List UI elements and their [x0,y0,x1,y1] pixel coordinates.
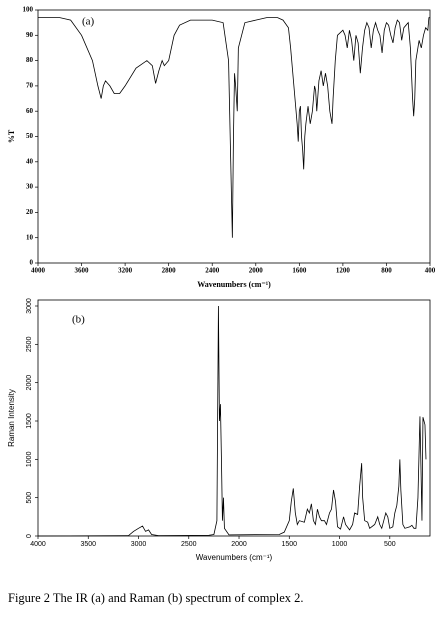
panel-label: (b) [72,314,85,326]
x-tick-label: 2400 [205,267,220,275]
y-tick-label: 80 [26,56,34,64]
x-axis-label: Wavenumbers (cm⁻¹) [196,553,273,562]
x-axis-label: Wavenumbers (cm⁻¹) [197,280,271,289]
x-tick-label: 1000 [332,541,348,548]
y-tick-label: 1500 [26,413,33,429]
y-tick-label: 60 [26,107,34,115]
y-tick-label: 70 [26,82,34,90]
y-tick-label: 3000 [26,298,33,314]
x-tick-label: 3500 [80,541,96,548]
y-tick-label: 90 [26,31,34,39]
x-tick-label: 2000 [249,267,264,275]
y-axis-label: %T [7,129,16,143]
y-tick-label: 20 [26,208,34,216]
x-tick-label: 500 [384,541,396,548]
y-tick-label: 1000 [26,451,33,467]
x-tick-label: 4000 [30,541,46,548]
x-tick-label: 1600 [292,267,307,275]
x-tick-label: 2800 [162,267,177,275]
caption: Figure 2 The IR (a) and Raman (b) spectr… [8,591,304,605]
y-tick-label: 2000 [26,375,33,391]
plot-frame [37,299,431,537]
spectrum-line [37,305,427,537]
x-tick-label: 1200 [336,267,351,275]
y-tick-label: 50 [26,132,34,140]
y-tick-label: 2500 [26,336,33,352]
x-tick-label: 1500 [281,541,297,548]
y-tick-label: 0 [26,534,33,538]
y-axis-label: Raman Intensity [7,389,16,447]
x-tick-label: 400 [425,267,435,275]
y-tick-label: 30 [26,183,34,191]
x-tick-label: 800 [381,267,392,275]
spectrum-line [38,17,430,238]
y-tick-label: 10 [26,233,34,241]
x-tick-label: 4000 [31,267,46,275]
y-tick-label: 100 [23,6,34,14]
x-tick-label: 2500 [181,541,197,548]
x-tick-label: 3600 [75,267,90,275]
x-tick-label: 2000 [231,541,247,548]
x-tick-label: 3200 [118,267,133,275]
panel-label: (a) [82,16,95,28]
y-tick-label: 500 [26,492,33,504]
x-tick-label: 3000 [131,541,147,548]
y-tick-label: 0 [30,259,34,267]
y-tick-label: 40 [26,157,34,165]
